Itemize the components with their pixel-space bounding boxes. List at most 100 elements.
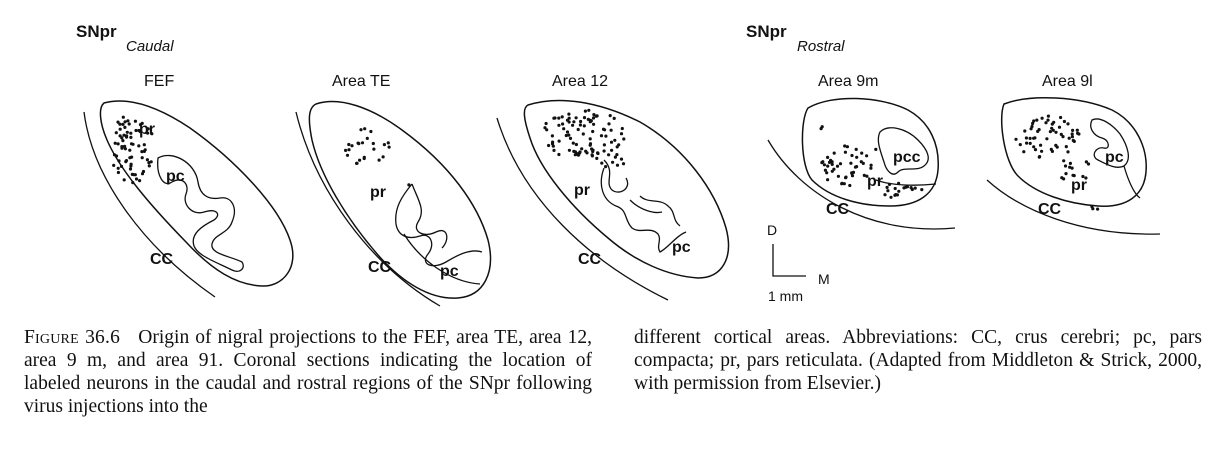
crus-cerebri-outline — [295, 111, 441, 307]
labeled-neuron-dot — [861, 161, 865, 165]
labeled-neuron-dot — [544, 121, 548, 126]
labeled-neuron-dot — [1059, 132, 1063, 136]
labeled-neuron-dot — [1046, 118, 1050, 122]
labeled-neuron-dot — [869, 166, 873, 170]
labeled-neuron-dot — [843, 144, 847, 148]
labeled-neuron-dot — [1046, 114, 1050, 118]
labeled-neuron-dot — [1067, 136, 1071, 140]
labeled-neuron-dot — [850, 171, 854, 175]
labeled-neuron-dot — [830, 160, 834, 164]
labeled-neuron-dot — [387, 145, 391, 149]
labeled-neuron-dot — [143, 148, 147, 152]
labeled-neuron-dot — [612, 116, 616, 120]
snpr-outline — [1000, 97, 1147, 207]
labeled-neuron-dot — [147, 164, 151, 168]
labeled-neuron-dot — [583, 109, 588, 113]
labeled-neuron-dot — [1040, 116, 1044, 120]
labeled-neuron-dot — [842, 182, 846, 186]
labeled-neuron-dot — [592, 122, 596, 126]
labeled-neuron-dot — [602, 143, 607, 147]
labeled-neuron-dot — [146, 127, 150, 131]
labeled-neuron-dot — [545, 128, 549, 132]
labeled-neuron-dot — [118, 127, 122, 131]
labeled-neuron-dot — [574, 116, 578, 120]
labeled-neuron-dot — [1022, 150, 1026, 154]
labeled-neuron-dot — [581, 132, 585, 136]
labeled-neuron-dot — [604, 134, 608, 138]
labeled-neuron-dot — [142, 143, 146, 147]
labeled-neuron-dot — [611, 160, 615, 164]
labeled-neuron-dot — [147, 161, 151, 165]
labeled-neuron-dot — [603, 128, 607, 132]
labeled-neuron-dot — [590, 154, 595, 158]
pars-compacta-outline — [395, 183, 483, 267]
labeled-neuron-dot — [1044, 121, 1048, 125]
pc-label: pc — [672, 239, 691, 256]
labeled-neuron-dot — [344, 148, 348, 152]
labeled-neuron-dot — [114, 131, 118, 135]
labeled-neuron-dot — [588, 118, 593, 122]
labeled-neuron-dot — [591, 129, 595, 134]
labeled-neuron-dot — [607, 122, 611, 126]
labeled-neuron-dot — [1018, 143, 1022, 147]
snpr-outline — [801, 97, 939, 207]
labeled-neuron-dot — [550, 134, 555, 138]
labeled-neuron-dot — [584, 149, 588, 153]
pars-compacta-outline — [403, 233, 481, 285]
labeled-neuron-dot — [117, 159, 121, 163]
labeled-neurons — [543, 108, 626, 169]
snpr-outline — [308, 100, 492, 299]
labeled-neuron-dot — [121, 139, 125, 143]
labeled-neuron-dot — [619, 157, 624, 161]
labeled-neuron-dot — [862, 173, 866, 177]
labeled-neuron-dot — [608, 114, 612, 118]
pr-label: pr — [1071, 177, 1087, 194]
labeled-neuron-dot — [602, 149, 606, 153]
labeled-neuron-dot — [358, 158, 362, 162]
labeled-neuron-dot — [1014, 137, 1018, 141]
labeled-neuron-dot — [1096, 207, 1100, 211]
caption-left-column: Figure 36.6 Origin of nigral projections… — [24, 326, 592, 418]
panel-area-te: Area TE pr pc CC — [295, 73, 492, 307]
labeled-neuron-dot — [123, 125, 127, 129]
labeled-neuron-dot — [854, 147, 858, 151]
labeled-neuron-dot — [567, 148, 572, 152]
labeled-neuron-dot — [124, 159, 129, 163]
panel-area-9l: Area 9l pr pc CC — [986, 73, 1161, 235]
labeled-neuron-dot — [128, 167, 133, 171]
labeled-neurons — [112, 115, 154, 185]
labeled-neuron-dot — [913, 186, 917, 190]
labeled-neuron-dot — [137, 144, 141, 148]
labeled-neuron-dot — [609, 128, 613, 132]
labeled-neuron-dot — [1066, 122, 1070, 126]
medial-label: M — [818, 271, 830, 287]
labeled-neuron-dot — [832, 151, 836, 155]
labeled-neuron-dot — [140, 156, 144, 160]
labeled-neuron-dot — [822, 163, 827, 167]
labeled-neuron-dot — [347, 142, 351, 147]
labeled-neuron-dot — [557, 123, 561, 127]
labeled-neurons — [819, 125, 924, 199]
labeled-neuron-dot — [1032, 145, 1036, 149]
labeled-neuron-dot — [1045, 137, 1049, 141]
labeled-neuron-dot — [827, 160, 832, 164]
labeled-neuron-dot — [836, 174, 841, 178]
labeled-neuron-dot — [568, 136, 573, 140]
labeled-neuron-dot — [564, 133, 568, 138]
scale-bar: D M 1 mm — [767, 222, 830, 304]
labeled-neuron-dot — [615, 163, 620, 167]
labeled-neuron-dot — [590, 147, 594, 151]
labeled-neuron-dot — [572, 120, 576, 124]
labeled-neuron-dot — [377, 158, 381, 162]
labeled-neuron-dot — [596, 151, 600, 155]
labeled-neuron-dot — [128, 156, 132, 160]
labeled-neuron-dot — [1051, 128, 1055, 132]
labeled-neuron-dot — [574, 142, 579, 147]
crus-cerebri-outline — [83, 111, 216, 298]
labeled-neuron-dot — [365, 136, 369, 140]
labeled-neuron-dot — [112, 163, 116, 167]
labeled-neuron-dot — [823, 168, 828, 172]
labeled-neuron-dot — [587, 108, 591, 112]
figure-diagram: SNpr Caudal SNpr Rostral FEF pr pc CC Ar… — [76, 22, 1161, 307]
labeled-neuron-dot — [1062, 177, 1066, 181]
